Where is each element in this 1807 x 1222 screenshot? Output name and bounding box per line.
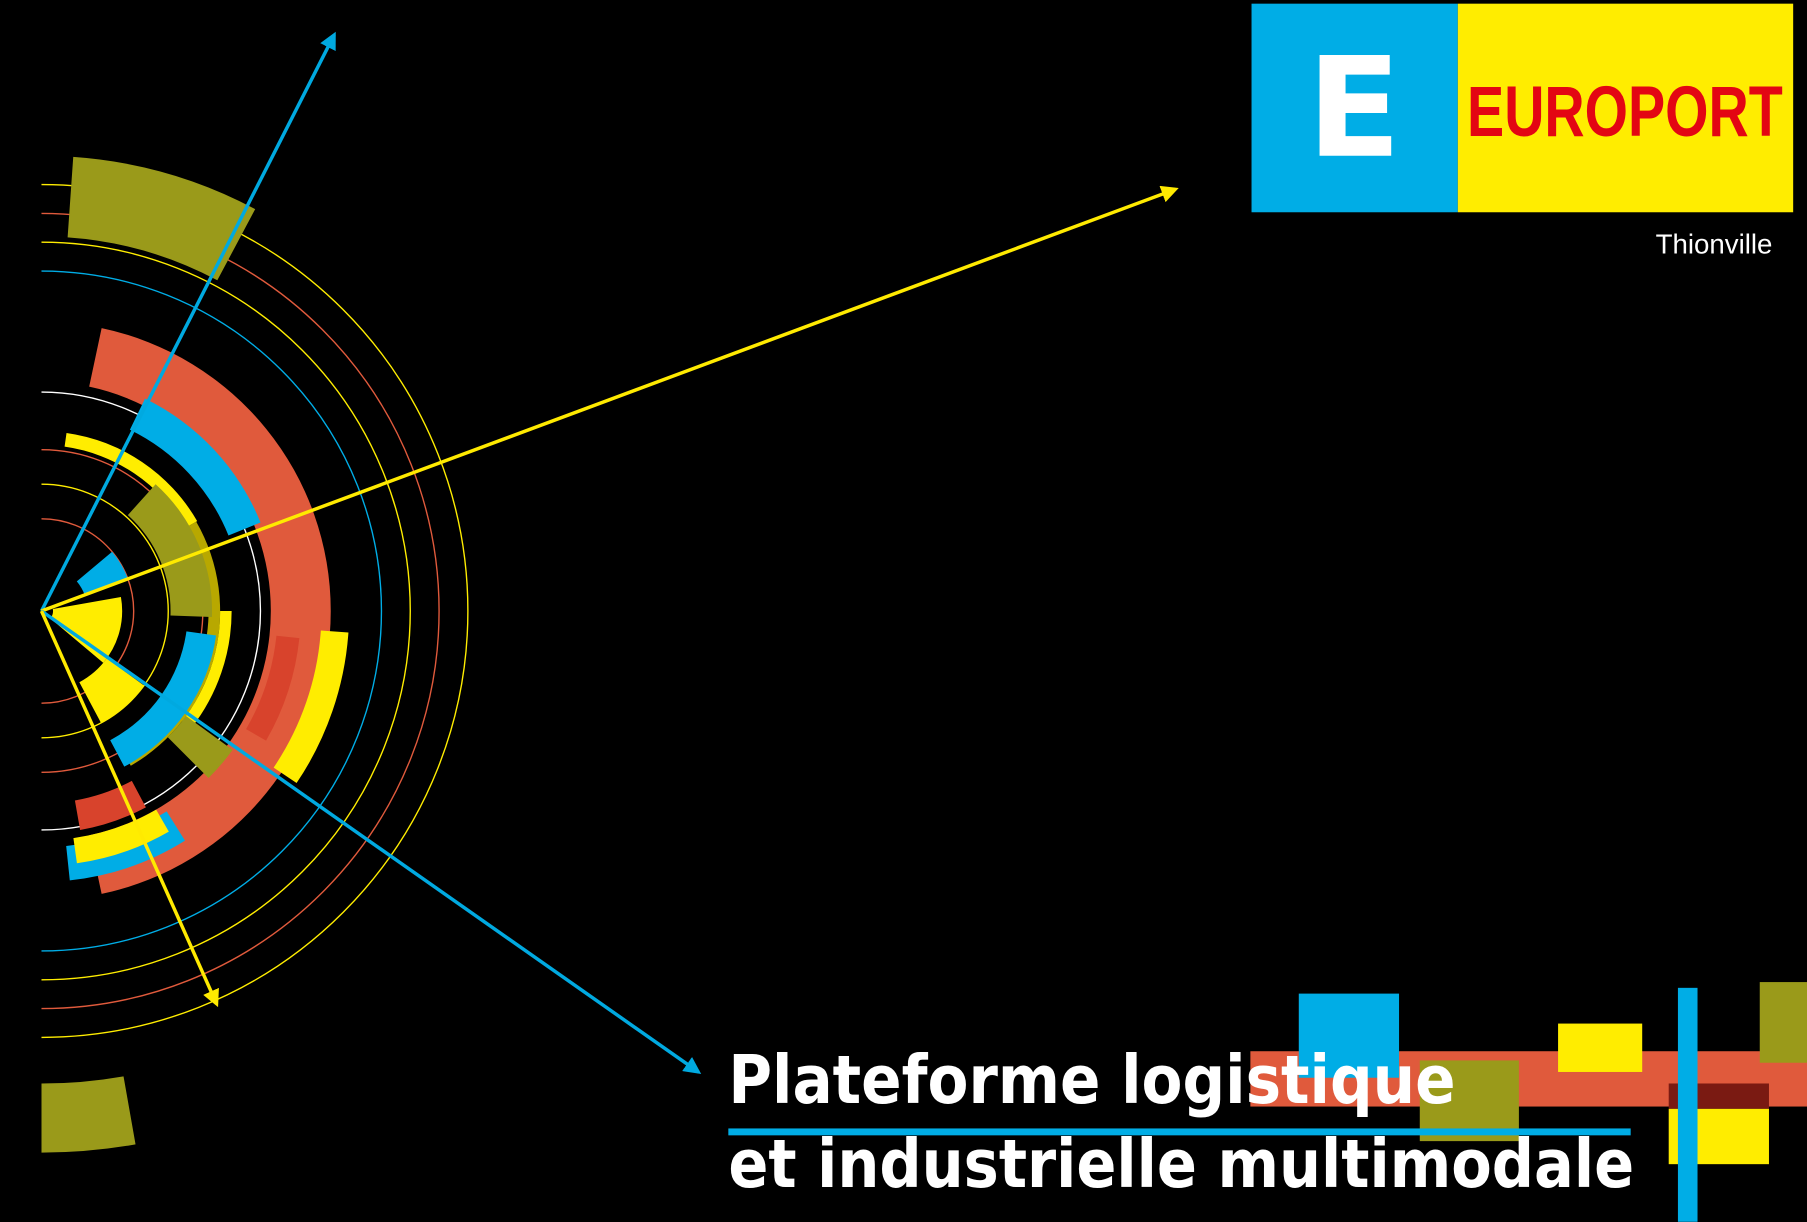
block	[1759, 982, 1807, 1063]
arc-band	[76, 551, 129, 596]
arc-band	[89, 328, 331, 894]
location: Thionville	[1656, 229, 1773, 260]
arc-ring	[41, 391, 262, 831]
arrow	[40, 185, 1179, 613]
block	[1419, 1060, 1519, 1142]
arc-ring	[41, 518, 135, 704]
arrow	[39, 610, 219, 1008]
arc-ring	[41, 212, 440, 1010]
logo-blue	[1251, 3, 1458, 213]
arc-band	[129, 398, 261, 536]
arc-band	[41, 1076, 136, 1153]
arc-band	[167, 715, 233, 779]
logo-name: EUROPORT	[1467, 72, 1783, 152]
arrows	[39, 31, 1179, 1074]
arrow	[40, 609, 702, 1074]
decorative-arcs	[41, 156, 469, 1153]
arc-band	[50, 596, 123, 663]
arc-band	[74, 780, 146, 831]
arc-band	[79, 658, 145, 723]
headline-line2: et industrielle multimodale	[728, 1125, 1634, 1203]
headline-line1: Plateforme logistique	[728, 1041, 1455, 1119]
arc-ring	[41, 241, 411, 981]
headline: Plateforme logistique et industrielle mu…	[728, 1041, 1634, 1203]
arc-band	[246, 635, 300, 741]
arc-band	[127, 484, 213, 617]
arc-ring	[41, 270, 383, 952]
headline-rule	[728, 1128, 1631, 1136]
logo-letter: E	[1307, 28, 1401, 189]
bottom-blocks	[1250, 982, 1807, 1222]
logo-yellow	[1457, 3, 1794, 213]
arc-band	[182, 611, 232, 729]
logo: E EUROPORT	[1251, 3, 1794, 213]
arc-band	[73, 809, 169, 864]
arc-band	[110, 631, 217, 767]
arc-band	[273, 630, 349, 784]
arrow	[39, 31, 336, 612]
arc-ring	[41, 184, 469, 1038]
block	[1298, 993, 1400, 1078]
arc-band	[67, 156, 256, 281]
block	[1677, 987, 1698, 1222]
block	[1558, 1023, 1643, 1072]
arc-ring	[41, 483, 169, 739]
